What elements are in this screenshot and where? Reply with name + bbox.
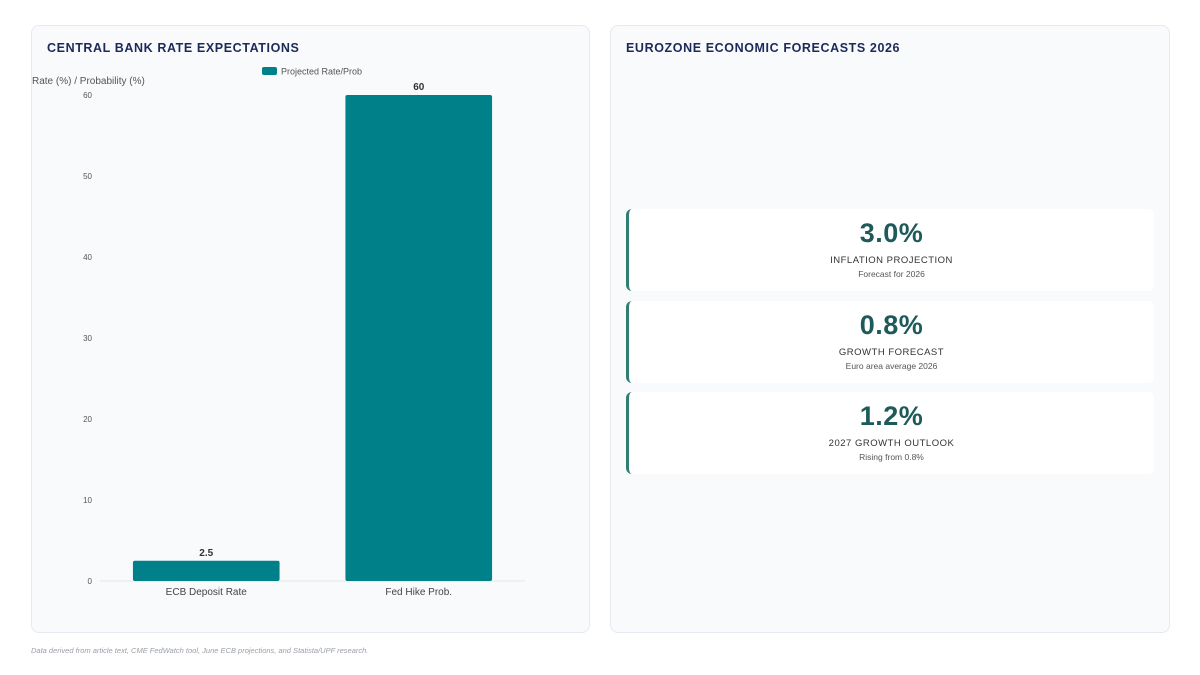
rate-expectations-panel: CENTRAL BANK RATE EXPECTATIONS Rate (%) … <box>31 25 590 633</box>
y-tick-label: 20 <box>83 415 92 424</box>
x-tick-label: Fed Hike Prob. <box>385 587 452 598</box>
kpi-card-inflation: 3.0% INFLATION PROJECTION Forecast for 2… <box>626 209 1154 291</box>
rate-expectations-chart: Rate (%) / Probability (%) Projected Rate… <box>32 67 525 598</box>
legend-swatch <box>262 67 277 75</box>
y-tick-label: 30 <box>83 334 92 343</box>
kpi-value: 0.8% <box>859 310 924 340</box>
kpi-label: INFLATION PROJECTION <box>830 255 953 266</box>
y-tick-label: 0 <box>88 577 93 586</box>
y-tick-label: 50 <box>83 172 92 181</box>
bar-data-label: 2.5 <box>199 548 213 559</box>
bar-1 <box>132 560 280 581</box>
kpi-label: 2027 GROWTH OUTLOOK <box>828 438 955 449</box>
kpi-value: 1.2% <box>859 401 924 431</box>
kpi-subtitle: Forecast for 2026 <box>858 269 925 279</box>
bar-2 <box>345 95 493 581</box>
kpi-subtitle: Euro area average 2026 <box>845 361 938 371</box>
forecasts-panel: EUROZONE ECONOMIC FORECASTS 2026 3.0% IN… <box>610 25 1170 633</box>
y-axis-title: Rate (%) / Probability (%) <box>32 76 145 87</box>
forecasts-title: EUROZONE ECONOMIC FORECASTS 2026 <box>626 41 901 55</box>
y-tick-label: 40 <box>83 253 92 262</box>
kpi-card-growth: 0.8% GROWTH FORECAST Euro area average 2… <box>626 301 1154 383</box>
legend-label: Projected Rate/Prob <box>281 67 362 77</box>
bar-data-label: 60 <box>413 82 425 93</box>
kpi-subtitle: Rising from 0.8% <box>859 452 924 462</box>
y-tick-label: 10 <box>83 496 92 505</box>
kpi-value: 3.0% <box>859 218 924 248</box>
kpi-card-2027-outlook: 1.2% 2027 GROWTH OUTLOOK Rising from 0.8… <box>626 392 1154 474</box>
kpi-label: GROWTH FORECAST <box>838 347 945 358</box>
chart-title: CENTRAL BANK RATE EXPECTATIONS <box>47 41 300 55</box>
x-tick-label: ECB Deposit Rate <box>166 587 248 598</box>
y-tick-label: 60 <box>83 91 92 100</box>
source-footnote: Data derived from article text, CME FedW… <box>31 646 369 655</box>
